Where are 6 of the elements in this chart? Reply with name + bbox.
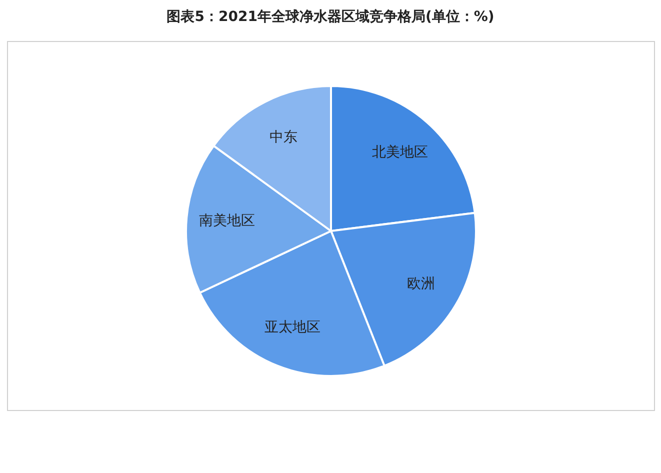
slice-label: 中东: [270, 130, 298, 146]
slice-label: 南美地区: [199, 212, 256, 229]
slice-label: 欧洲: [406, 276, 435, 292]
slice-label: 亚太地区: [264, 320, 321, 336]
chart-title: 图表5：2021年全球净水器区域竞争格局(单位：%): [166, 8, 496, 26]
slice-label: 北美地区: [372, 144, 428, 160]
